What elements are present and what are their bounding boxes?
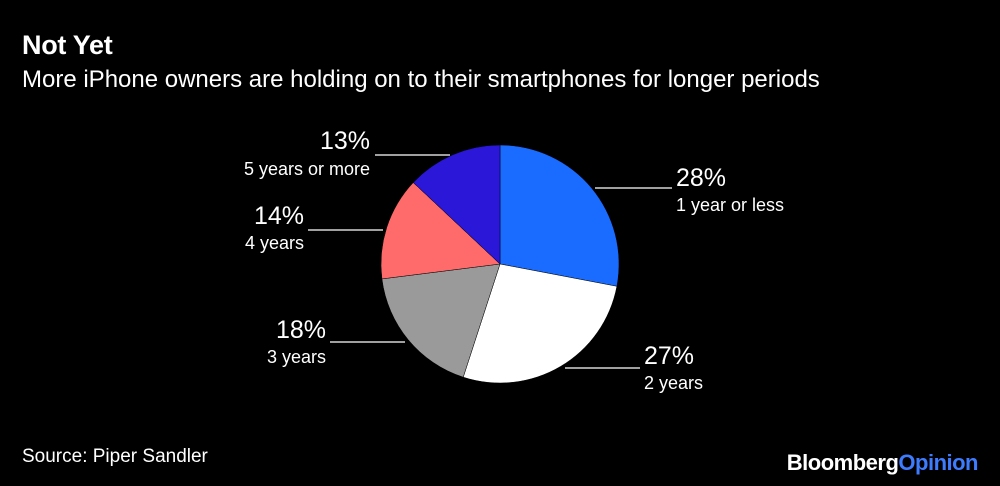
- chart-subtitle: More iPhone owners are holding on to the…: [22, 66, 820, 93]
- value-label-3-years: 18%: [276, 316, 326, 344]
- brand-logo: BloombergOpinion: [786, 450, 979, 476]
- value-label-5-years-or-more: 13%: [320, 127, 370, 155]
- value-label-2-years: 27%: [644, 342, 694, 370]
- category-label-4-years: 4 years: [245, 233, 304, 253]
- chart-title: Not Yet: [22, 30, 113, 60]
- source-note: Source: Piper Sandler: [22, 446, 208, 467]
- category-label-2-years: 2 years: [644, 373, 703, 393]
- category-label-3-years: 3 years: [267, 347, 326, 367]
- pie-slice-4-years: [380, 182, 501, 280]
- category-label-5-years-or-more: 5 years or more: [244, 159, 370, 179]
- brand-logo-part1: Bloomberg: [786, 450, 899, 475]
- value-label-4-years: 14%: [254, 202, 304, 230]
- pie-slice-2-years: [462, 263, 618, 384]
- category-label-1-year-or-less: 1 year or less: [676, 195, 784, 215]
- pie-slice-1-year-or-less: [499, 144, 620, 287]
- brand-logo-part2: Opinion: [898, 450, 978, 475]
- pie-slice-3-years: [381, 263, 501, 378]
- pie-slice-5-years-or-more: [412, 144, 501, 265]
- value-label-1-year-or-less: 28%: [676, 164, 726, 192]
